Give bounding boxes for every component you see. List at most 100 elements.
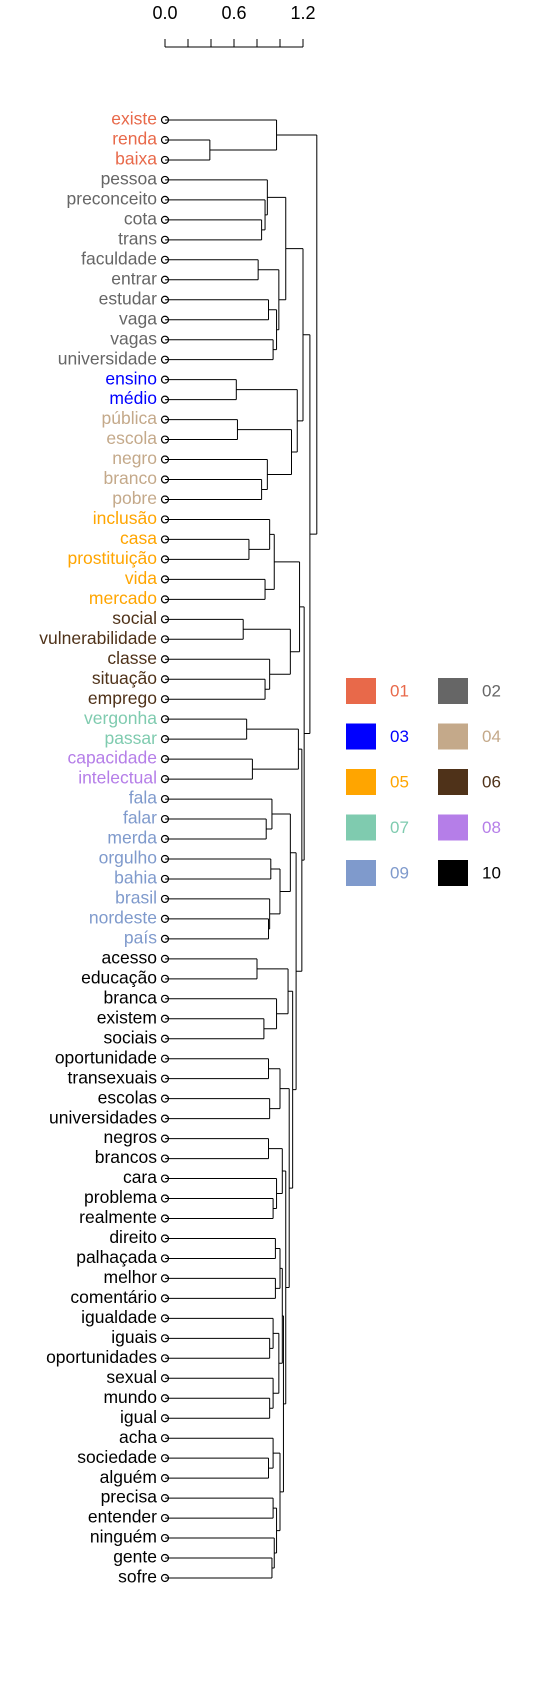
legend-label: 04 [482, 727, 501, 746]
leaf-label: brasil [115, 888, 157, 908]
leaf-label: branco [103, 468, 157, 488]
legend-swatch [346, 860, 376, 886]
merge-link [165, 479, 263, 500]
merge-link [282, 1170, 287, 1405]
merge-link [271, 813, 291, 892]
leaf-label: sociedade [77, 1447, 157, 1467]
merge-link [165, 1098, 271, 1120]
leaf-label: transexuais [68, 1067, 158, 1087]
leaf-label: merda [107, 828, 157, 848]
leaf-label: renda [112, 129, 157, 149]
leaf-label: intelectual [78, 768, 157, 788]
x-tick-label: 0.6 [221, 3, 246, 23]
leaf-label: sexual [106, 1367, 157, 1387]
leaf-label: passar [104, 728, 157, 748]
legend-swatch [438, 814, 468, 841]
merge-link [165, 618, 244, 640]
merge-link [165, 718, 248, 740]
merge-link [165, 299, 269, 321]
leaf-label: palhaçada [76, 1247, 157, 1267]
legend-label: 08 [482, 818, 501, 837]
merge-link [267, 196, 287, 301]
leaf-label: problema [84, 1187, 157, 1207]
merge-link [165, 459, 268, 490]
legend-swatch [438, 769, 468, 795]
legend-swatch [346, 723, 376, 750]
merge-link [165, 1018, 265, 1040]
merge-link [165, 678, 266, 700]
leaf-label: universidades [49, 1107, 157, 1127]
merge-link [273, 1332, 280, 1394]
leaf-label: pobre [112, 488, 157, 508]
leaf-label: mercado [89, 588, 157, 608]
x-tick-label: 0.0 [152, 3, 177, 23]
merge-link [165, 658, 271, 690]
merge-link [165, 578, 266, 600]
leaf-label: melhor [104, 1267, 158, 1287]
leaf-label: escolas [98, 1087, 158, 1107]
leaf-label: vaga [119, 308, 157, 328]
leaf-label: escola [106, 428, 157, 448]
legend-swatch [438, 860, 468, 886]
leaf-label: acha [119, 1427, 157, 1447]
merge-link [165, 379, 237, 401]
merge-link [165, 898, 271, 930]
merge-link [165, 998, 278, 1030]
legend-swatch [346, 769, 376, 795]
leaf-label: preconceito [67, 189, 157, 209]
leaf-label: social [112, 608, 157, 628]
leaf-label: vulnerabilidade [39, 628, 157, 648]
merge-link [165, 1058, 269, 1080]
leaf-label: trans [118, 228, 157, 248]
merge-link [165, 918, 269, 940]
merge-link [165, 219, 263, 241]
merge-link [268, 309, 278, 351]
leaf-label: alguém [100, 1467, 157, 1487]
leaf-label: cota [124, 208, 157, 228]
leaf-label: falar [123, 808, 157, 828]
merge-link [165, 958, 258, 980]
leaf-label: oportunidade [55, 1047, 157, 1067]
leaf-label: gente [113, 1547, 157, 1567]
legend-label: 05 [390, 772, 409, 791]
legend-swatch [346, 814, 376, 841]
leaf-label: ensino [105, 368, 157, 388]
merge-link [165, 199, 266, 231]
leaf-label: casa [120, 528, 157, 548]
leaf-label: vagas [110, 328, 157, 348]
merge-link [165, 818, 267, 840]
merge-link [243, 628, 291, 675]
leaf-label: vergonha [84, 708, 157, 728]
legend-label: 02 [482, 681, 501, 700]
leaf-label: ninguém [90, 1527, 157, 1547]
legend-swatch [438, 678, 468, 704]
leaf-label: precisa [101, 1487, 158, 1507]
leaf-label: realmente [79, 1207, 157, 1227]
merge-link [165, 858, 272, 880]
merge-link [257, 968, 289, 1015]
leaf-label: educação [81, 967, 157, 987]
leaf-label: emprego [88, 688, 157, 708]
merge-link [165, 1317, 274, 1349]
merge-link [273, 1507, 278, 1554]
leaf-label: sofre [118, 1567, 157, 1587]
leaf-label: branca [103, 987, 157, 1007]
merge-link [165, 1198, 274, 1219]
leaf-label: baixa [115, 149, 157, 169]
merge-link [165, 179, 268, 216]
leaf-label: mundo [103, 1387, 157, 1407]
merge-link [285, 248, 304, 422]
legend-swatch [438, 723, 468, 750]
merge-link [165, 1437, 274, 1469]
merge-link [165, 1377, 274, 1409]
legend-swatch [346, 678, 376, 704]
leaf-label: negro [112, 448, 157, 468]
merge-link [165, 538, 250, 560]
leaf-label: existe [111, 109, 157, 129]
leaf-label: orgulho [99, 848, 157, 868]
merge-link [280, 1088, 290, 1288]
leaf-label: negros [103, 1127, 157, 1147]
leaf-label: comentário [70, 1287, 157, 1307]
leaf-label: acesso [102, 947, 157, 967]
